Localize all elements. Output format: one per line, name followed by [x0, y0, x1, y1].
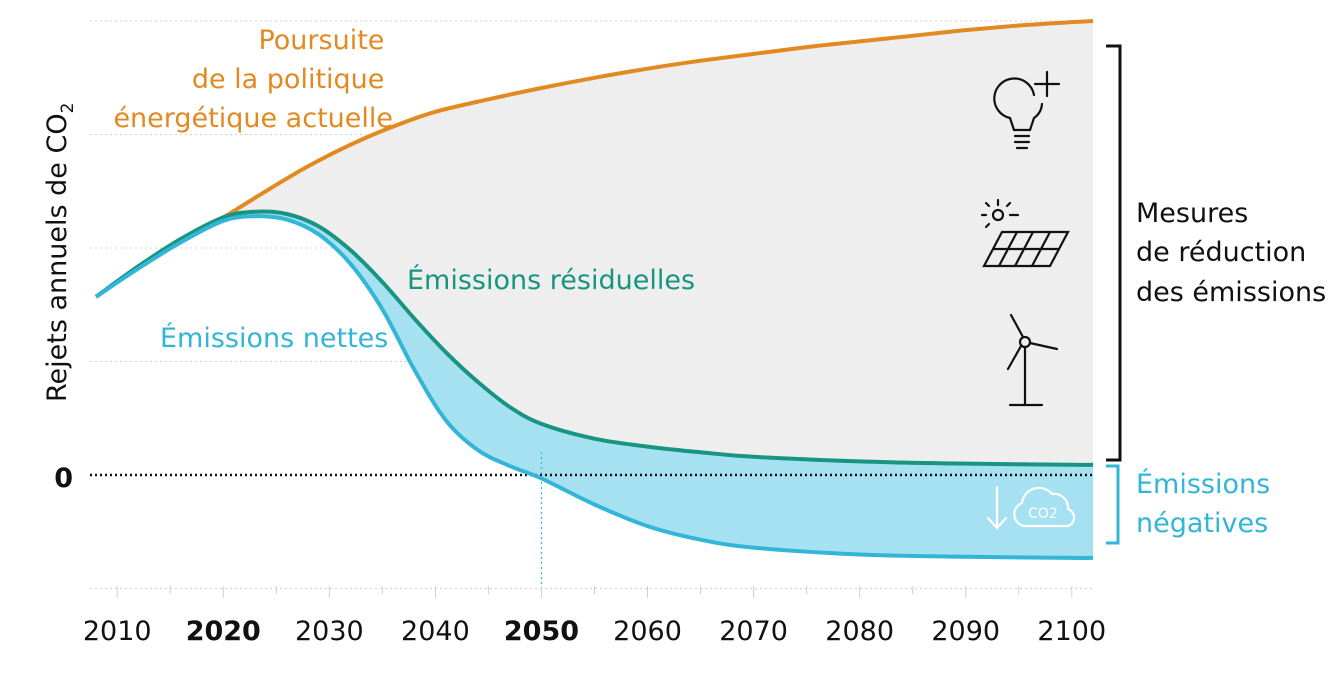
x-tick-label: 2060 [613, 616, 682, 647]
series-label-net: Émissions nettes [160, 322, 388, 354]
x-tick-label: 2030 [295, 616, 364, 647]
annotation-reduction-line-2: de réduction [1136, 237, 1306, 268]
x-tick-label: 2050 [504, 616, 579, 647]
series-line-residual [94, 209, 1094, 467]
solar-panel-icon [980, 198, 1070, 268]
x-tick-label: 2020 [186, 616, 261, 647]
x-tick-label: 2010 [83, 616, 152, 647]
negative-area [96, 211, 1093, 558]
annotation-negative-line-1: Émissions [1136, 468, 1270, 500]
series-line-net [94, 214, 1094, 560]
bracket-negative [1106, 464, 1120, 545]
annotation-negative-line-2: négatives [1136, 508, 1268, 539]
series-label-current-line-1: Poursuite [258, 25, 384, 56]
reduction-area [96, 21, 1093, 465]
y-axis-label-text: Rejets annuels de CO [42, 113, 73, 402]
x-tick-label: 2080 [825, 616, 894, 647]
annotation-reduction-line-3: des émissions [1136, 277, 1326, 308]
annotation-negative: Émissions négatives [1136, 468, 1279, 539]
x-axis-ticks: 2010 2020 2030 2040 2050 2060 2070 2080 2090 2100 [83, 616, 1106, 647]
lightbulb-plus-icon [993, 70, 1061, 150]
series-line-current-policy [94, 19, 1094, 299]
co2-cloud-label: CO2 [1028, 506, 1058, 522]
co2-cloud-icon: CO2 [1013, 486, 1076, 528]
annotation-reduction: Mesures de réduction des émissions [1136, 198, 1326, 308]
x-tick-label: 2040 [401, 616, 470, 647]
arrow-down-icon [986, 485, 1008, 530]
wind-turbine-icon [1006, 313, 1059, 407]
series-label-current-line-2: de la politique [192, 64, 385, 95]
y-axis-label-subscript: 2 [58, 103, 78, 114]
y-zero-label: 0 [54, 463, 73, 494]
x-tick-label: 2070 [719, 616, 788, 647]
series-label-residual: Émissions résiduelles [407, 264, 695, 296]
series-label-current: Poursuite de la politique énergétique ac… [113, 25, 393, 134]
y-axis-label: Rejets annuels de CO2 [42, 103, 78, 402]
annotation-reduction-line-1: Mesures [1136, 198, 1248, 229]
series-label-current-line-3: énergétique actuelle [113, 103, 393, 134]
bracket-reduction [1106, 44, 1122, 462]
x-tick-label: 2090 [931, 616, 1000, 647]
x-tick-label: 2100 [1037, 616, 1106, 647]
